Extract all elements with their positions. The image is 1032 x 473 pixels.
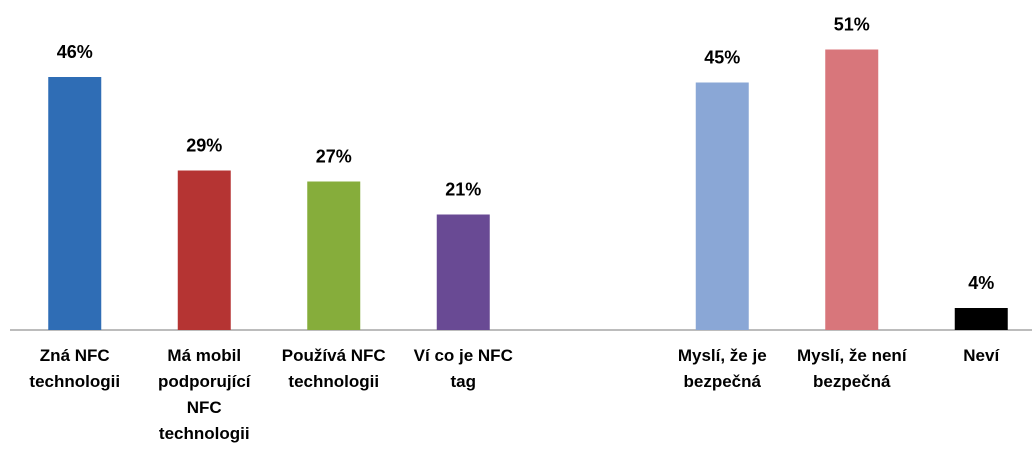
bar — [177, 170, 231, 330]
value-label: 4% — [968, 273, 994, 293]
x-tick-label: Má mobil podporující NFC technologii — [157, 346, 251, 443]
value-label: 29% — [186, 135, 222, 155]
x-tick-label: Myslí, že není bezpečná — [796, 346, 907, 391]
value-label: 51% — [834, 14, 870, 34]
bar — [825, 49, 879, 330]
bar — [307, 181, 361, 330]
bar — [48, 77, 102, 330]
x-tick-label: Neví — [963, 346, 1000, 365]
bar — [436, 214, 490, 330]
value-label: 45% — [704, 47, 740, 67]
value-label: 46% — [57, 42, 93, 62]
x-tick-label: Ví co je NFC tag — [413, 346, 513, 391]
value-label: 21% — [445, 179, 481, 199]
value-label: 27% — [316, 146, 352, 166]
bar — [695, 82, 749, 330]
x-tick-label: Myslí, že je bezpečná — [677, 346, 767, 391]
bar — [954, 308, 1008, 330]
x-tick-label: Používá NFC technologii — [281, 346, 386, 391]
x-tick-label: Zná NFC technologii — [29, 346, 121, 391]
